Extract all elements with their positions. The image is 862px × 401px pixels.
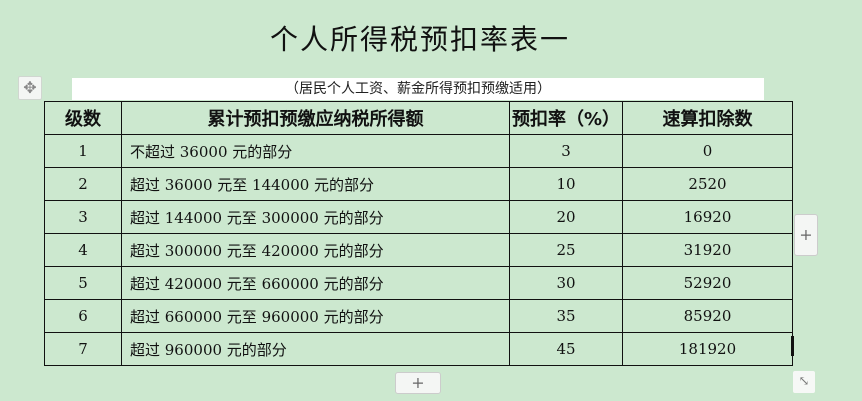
cell-rate[interactable]: 20 [509,200,623,234]
cell-deduction[interactable]: 0 [622,134,793,168]
cell-income[interactable]: 超过 420000 元至 660000 元的部分 [121,266,510,300]
header-level[interactable]: 级数 [44,101,122,135]
header-deduction[interactable]: 速算扣除数 [622,101,793,135]
tax-rate-table: 级数 累计预扣预缴应纳税所得额 预扣率（%） 速算扣除数 1 不超过 36000 … [44,101,793,366]
resize-table-icon[interactable]: ⤡ [793,371,815,393]
page-title: 个人所得税预扣率表一 [269,23,570,56]
cell-level[interactable]: 6 [44,299,122,333]
header-income[interactable]: 累计预扣预缴应纳税所得额 [121,101,510,135]
cell-level[interactable]: 4 [44,233,122,267]
table-row: 5 超过 420000 元至 660000 元的部分 30 52920 [44,266,793,300]
add-column-button[interactable]: + [794,214,818,256]
add-row-button[interactable]: + [395,372,441,394]
text-cursor [791,336,794,356]
header-rate[interactable]: 预扣率（%） [509,101,623,135]
table-row: 2 超过 36000 元至 144000 元的部分 10 2520 [44,167,793,201]
cell-rate[interactable]: 45 [509,332,623,366]
cell-income[interactable]: 不超过 36000 元的部分 [121,134,510,168]
cell-rate[interactable]: 35 [509,299,623,333]
cell-deduction[interactable]: 31920 [622,233,793,267]
cell-rate[interactable]: 3 [509,134,623,168]
table-row: 3 超过 144000 元至 300000 元的部分 20 16920 [44,200,793,234]
table-header-row: 级数 累计预扣预缴应纳税所得额 预扣率（%） 速算扣除数 [44,101,793,135]
table-move-handle-icon[interactable]: ✥ [18,76,42,100]
cell-rate[interactable]: 10 [509,167,623,201]
cell-income[interactable]: 超过 300000 元至 420000 元的部分 [121,233,510,267]
cell-income[interactable]: 超过 960000 元的部分 [121,332,510,366]
cell-level[interactable]: 5 [44,266,122,300]
cell-rate[interactable]: 30 [509,266,623,300]
table-subtitle: （居民个人工资、薪金所得预扣预缴适用） [72,78,764,100]
cell-income[interactable]: 超过 144000 元至 300000 元的部分 [121,200,510,234]
cell-level[interactable]: 2 [44,167,122,201]
cell-deduction[interactable]: 181920 [622,332,793,366]
cell-income[interactable]: 超过 36000 元至 144000 元的部分 [121,167,510,201]
cell-deduction[interactable]: 16920 [622,200,793,234]
cell-deduction[interactable]: 85920 [622,299,793,333]
table-row: 1 不超过 36000 元的部分 3 0 [44,134,793,168]
cell-deduction[interactable]: 52920 [622,266,793,300]
table-row: 6 超过 660000 元至 960000 元的部分 35 85920 [44,299,793,333]
cell-deduction[interactable]: 2520 [622,167,793,201]
cell-rate[interactable]: 25 [509,233,623,267]
cell-level[interactable]: 3 [44,200,122,234]
cell-income[interactable]: 超过 660000 元至 960000 元的部分 [121,299,510,333]
table-row: 7 超过 960000 元的部分 45 181920 [44,332,793,366]
table-row: 4 超过 300000 元至 420000 元的部分 25 31920 [44,233,793,267]
cell-level[interactable]: 1 [44,134,122,168]
cell-level[interactable]: 7 [44,332,122,366]
